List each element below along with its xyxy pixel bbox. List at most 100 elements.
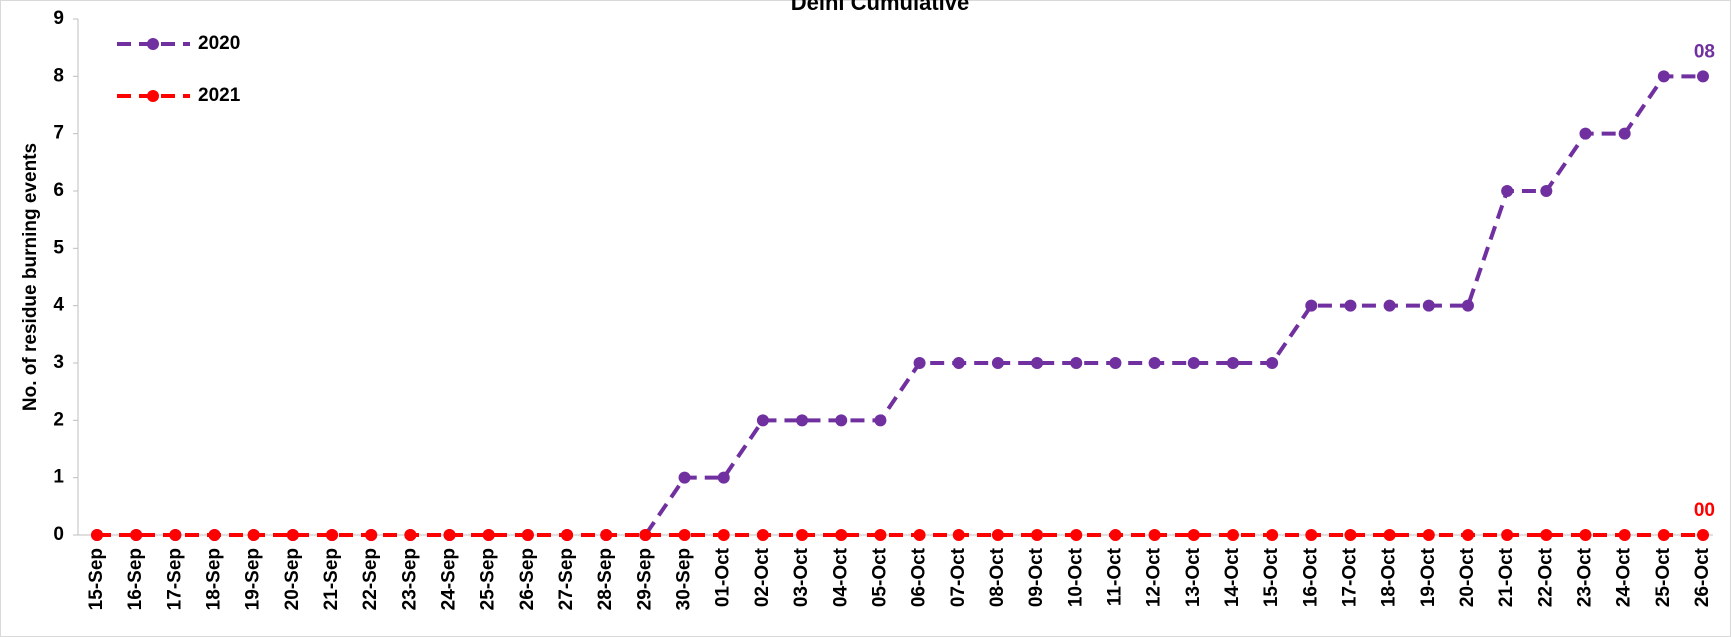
legend-label: 2021: [198, 85, 241, 106]
y-tick-label: 5: [53, 237, 64, 258]
data-point: [1540, 185, 1553, 197]
x-tick-label: 30-Sep: [674, 548, 695, 610]
data-point: [1109, 357, 1122, 369]
data-point: [717, 471, 730, 484]
data-label: 00: [1694, 500, 1715, 521]
x-tick-label: 08-Oct: [987, 547, 1008, 607]
x-tick-label: 20-Sep: [282, 548, 303, 610]
x-tick-label: 10-Oct: [1065, 547, 1086, 607]
x-tick-label: 25-Sep: [478, 548, 499, 610]
x-tick-label: 19-Sep: [243, 548, 264, 610]
data-point: [1226, 357, 1239, 369]
legend-marker: [147, 90, 159, 102]
data-point: [717, 529, 730, 541]
y-axis-label: No. of residue burning events: [20, 143, 41, 411]
x-tick-label: 28-Sep: [595, 548, 616, 610]
x-tick-label: 02-Oct: [752, 547, 773, 607]
data-point: [678, 529, 691, 541]
data-point: [1109, 529, 1122, 541]
legend-label: 2020: [198, 33, 240, 54]
x-tick-label: 16-Oct: [1300, 547, 1321, 607]
data-point: [91, 529, 103, 541]
x-tick-label: 16-Sep: [125, 548, 146, 610]
data-point: [639, 529, 652, 541]
data-point: [796, 414, 809, 427]
x-tick-label: 22-Sep: [360, 548, 381, 610]
data-point: [404, 529, 417, 541]
data-point: [1344, 529, 1357, 541]
data-point: [1344, 299, 1357, 312]
data-point: [286, 529, 299, 541]
data-point: [1697, 529, 1709, 541]
x-tick-label: 19-Oct: [1418, 547, 1439, 607]
data-point: [1226, 529, 1239, 541]
x-tick-label: 21-Oct: [1496, 547, 1517, 607]
data-point: [169, 529, 182, 541]
data-point: [1422, 529, 1435, 541]
data-point: [1618, 127, 1631, 140]
x-tick-label: 15-Oct: [1261, 547, 1282, 607]
data-point: [952, 529, 965, 541]
y-tick-label: 0: [53, 524, 64, 545]
x-tick-label: 13-Oct: [1183, 547, 1204, 607]
x-tick-label: 18-Sep: [204, 548, 225, 610]
data-point: [835, 529, 848, 541]
data-point: [1501, 185, 1514, 197]
data-point: [1422, 299, 1435, 312]
data-point: [247, 529, 260, 541]
data-point: [1461, 529, 1474, 541]
x-tick-label: 17-Sep: [164, 548, 185, 610]
x-tick-label: 18-Oct: [1379, 547, 1400, 607]
chart-title: Delhi Cumulative: [791, 0, 969, 15]
data-point: [1031, 357, 1044, 369]
x-tick-label: 11-Oct: [1104, 547, 1125, 606]
data-point: [952, 357, 965, 369]
data-point: [796, 529, 809, 541]
data-point: [1579, 127, 1592, 140]
data-point: [756, 529, 769, 541]
x-tick-label: 06-Oct: [909, 547, 930, 607]
data-point: [443, 529, 456, 541]
data-point: [1187, 529, 1200, 541]
data-point: [1383, 529, 1396, 541]
data-point: [1657, 70, 1670, 83]
data-point: [1618, 529, 1631, 541]
data-point: [1383, 299, 1396, 312]
data-point: [521, 529, 534, 541]
data-point: [756, 414, 769, 427]
data-point: [208, 529, 221, 541]
x-tick-label: 07-Oct: [948, 547, 969, 607]
x-tick-label: 04-Oct: [830, 547, 851, 607]
data-point: [130, 529, 143, 541]
data-point: [482, 529, 495, 541]
data-point: [1148, 529, 1161, 541]
x-tick-label: 21-Sep: [321, 548, 342, 610]
data-point: [1070, 529, 1083, 541]
data-point: [1579, 529, 1592, 541]
data-point: [1540, 529, 1553, 541]
data-point: [1305, 299, 1318, 312]
y-tick-label: 4: [53, 295, 64, 316]
y-tick-label: 6: [53, 180, 64, 201]
data-point: [600, 529, 613, 541]
x-tick-label: 27-Sep: [556, 548, 577, 610]
x-tick-label: 05-Oct: [869, 547, 890, 607]
x-tick-label: 26-Sep: [517, 548, 538, 610]
data-point: [1266, 529, 1279, 541]
data-point: [874, 414, 887, 427]
legend-marker: [147, 38, 159, 50]
data-point: [913, 529, 926, 541]
x-tick-label: 22-Oct: [1535, 547, 1556, 607]
data-point: [1501, 529, 1514, 541]
data-point: [365, 529, 378, 541]
x-tick-label: 24-Sep: [439, 548, 460, 610]
x-tick-label: 14-Oct: [1222, 547, 1243, 607]
x-tick-label: 15-Sep: [86, 548, 107, 610]
data-point: [835, 414, 848, 427]
data-point: [1070, 357, 1083, 369]
x-tick-label: 23-Sep: [399, 548, 420, 610]
y-tick-label: 2: [53, 409, 64, 430]
x-tick-label: 17-Oct: [1339, 547, 1360, 607]
